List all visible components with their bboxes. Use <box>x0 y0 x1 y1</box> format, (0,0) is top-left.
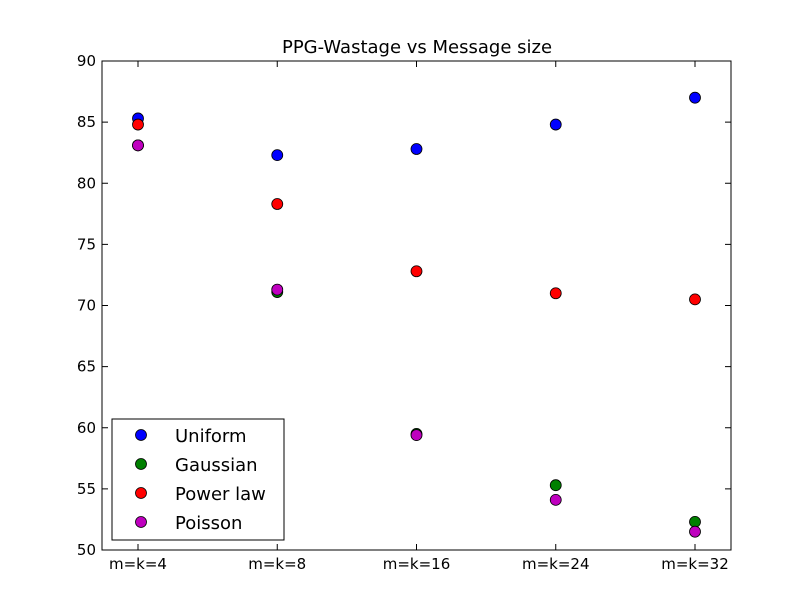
y-tick-label: 85 <box>77 113 96 131</box>
point-uniform <box>549 118 562 131</box>
point-poisson <box>132 139 144 152</box>
point-uniform <box>410 143 423 155</box>
y-tick-label: 90 <box>77 52 96 70</box>
y-axis: 50 55 60 65 70 75 80 85 90 <box>77 52 731 559</box>
point-uniform <box>689 91 701 104</box>
legend-label: Uniform <box>175 426 247 447</box>
y-tick-label: 80 <box>77 174 96 192</box>
point-power-law <box>271 198 284 210</box>
point-poisson <box>410 429 423 441</box>
legend: Uniform Gaussian Power law Poisson <box>111 418 285 541</box>
point-gaussian <box>689 515 701 528</box>
point-gaussian <box>549 479 562 492</box>
point-poisson <box>689 525 701 538</box>
x-tick-label: m=k=8 <box>248 555 306 573</box>
y-tick-label: 60 <box>77 419 96 437</box>
point-poisson <box>549 493 562 506</box>
x-tick-label: m=k=24 <box>522 555 590 573</box>
point-power-law <box>132 118 144 131</box>
legend-marker <box>135 458 147 470</box>
x-tick-label: m=k=16 <box>383 555 451 573</box>
y-tick-label: 50 <box>77 541 96 559</box>
x-tick-label: m=k=4 <box>109 555 167 573</box>
legend-label: Power law <box>175 484 266 505</box>
point-power-law <box>689 293 701 306</box>
legend-marker <box>135 516 147 528</box>
chart-title: PPG-Wastage vs Message size <box>282 37 552 58</box>
point-uniform <box>271 149 284 162</box>
y-tick-label: 75 <box>77 235 96 253</box>
point-power-law <box>410 265 423 278</box>
point-power-law <box>549 287 562 300</box>
point-poisson <box>271 283 284 296</box>
data-points <box>132 91 701 538</box>
y-tick-label: 70 <box>77 297 96 315</box>
x-tick-label: m=k=32 <box>661 555 729 573</box>
legend-marker <box>135 487 147 499</box>
legend-marker <box>135 429 147 441</box>
x-axis: m=k=4 m=k=8 m=k=16 m=k=24 m=k=32 <box>109 61 729 573</box>
legend-label: Poisson <box>175 513 242 534</box>
y-tick-label: 55 <box>77 480 96 498</box>
legend-label: Gaussian <box>175 455 258 476</box>
y-tick-label: 65 <box>77 358 96 376</box>
